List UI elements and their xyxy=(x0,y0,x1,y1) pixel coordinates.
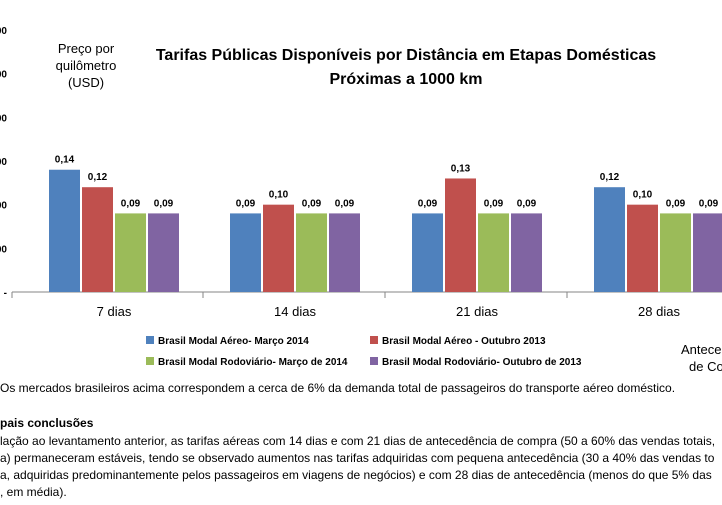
bar xyxy=(445,178,476,292)
bar xyxy=(660,213,691,292)
legend-label: Brasil Modal Rodoviário- Março de 2014 xyxy=(158,357,348,368)
conclusion-line-3: a, adquiridas predominantemente pelos pa… xyxy=(0,468,712,482)
bar xyxy=(627,204,658,292)
data-label: 0,13 xyxy=(451,163,471,174)
y-tick-label: 00 xyxy=(0,26,7,37)
data-label: 0,12 xyxy=(88,172,108,183)
bar xyxy=(263,204,294,292)
data-label: 0,09 xyxy=(484,198,504,209)
y-tick-label: 00 xyxy=(0,113,7,124)
x-tick-label: 21 dias xyxy=(456,304,498,319)
bar xyxy=(478,213,509,292)
conclusion-line-2: a) permaneceram estáveis, tendo se obser… xyxy=(0,451,715,465)
data-label: 0,14 xyxy=(55,155,75,166)
x-axis-label-fragment: de Co xyxy=(689,359,722,374)
bar xyxy=(296,213,327,292)
bar xyxy=(49,169,80,292)
y-axis: 00 00 00 00 00 00 - xyxy=(0,26,7,299)
bar xyxy=(115,213,146,292)
data-label: 0,09 xyxy=(236,198,256,209)
data-label: 0,09 xyxy=(154,198,174,209)
y-axis-label: Preço por quilômetro (USD) xyxy=(56,41,117,90)
x-axis-label-fragment: Antece xyxy=(681,342,721,357)
legend-label: Brasil Modal Rodoviário- Outubro de 2013 xyxy=(382,357,582,368)
bar xyxy=(693,213,722,292)
y-tick-label: 00 xyxy=(0,157,7,168)
chart-title: Tarifas Públicas Disponíveis por Distânc… xyxy=(156,47,656,88)
data-label: 0,10 xyxy=(269,190,289,201)
bar-chart: 00 00 00 00 00 00 - Tarifas Públicas Disponíve… xyxy=(0,26,722,374)
data-label: 0,09 xyxy=(335,198,355,209)
legend-label: Brasil Modal Aéreo - Outubro 2013 xyxy=(382,336,546,347)
legend-swatch xyxy=(146,336,154,344)
y-axis-label-line: quilômetro xyxy=(56,58,117,73)
bar xyxy=(148,213,179,292)
conclusion-line-4: , em média). xyxy=(0,485,67,499)
bar xyxy=(230,213,261,292)
data-label: 0,09 xyxy=(666,198,686,209)
data-label: 0,09 xyxy=(517,198,537,209)
y-axis-label-line: (USD) xyxy=(68,75,104,90)
data-label: 0,09 xyxy=(302,198,322,209)
x-tick-label: 28 dias xyxy=(638,304,680,319)
data-labels: 0,14 0,12 0,09 0,09 0,09 0,10 0,09 0,09 0,09 0,13… xyxy=(55,155,719,210)
conclusions-heading: pais conclusões xyxy=(0,416,94,430)
bar xyxy=(329,213,360,292)
data-label: 0,09 xyxy=(418,198,438,209)
bar xyxy=(82,187,113,292)
bars xyxy=(49,169,722,292)
chart-title-line: Tarifas Públicas Disponíveis por Distânc… xyxy=(156,47,656,64)
legend-label: Brasil Modal Aéreo- Março 2014 xyxy=(158,336,309,347)
x-tick-label: 14 dias xyxy=(274,304,316,319)
data-label: 0,09 xyxy=(121,198,141,209)
y-axis-label-line: Preço por xyxy=(58,41,115,56)
y-tick-label: 00 xyxy=(0,244,7,255)
bar xyxy=(511,213,542,292)
data-label: 0,09 xyxy=(699,198,719,209)
x-axis-tick-labels: 7 dias 14 dias 21 dias 28 dias xyxy=(97,304,681,319)
bar xyxy=(412,213,443,292)
footnote: Os mercados brasileiros acima correspond… xyxy=(0,381,676,395)
x-axis-label: Antece de Co xyxy=(681,342,722,374)
legend-swatch xyxy=(370,336,378,344)
y-tick-label: - xyxy=(4,288,7,299)
y-tick-label: 00 xyxy=(0,70,7,81)
y-tick-label: 00 xyxy=(0,201,7,212)
legend-swatch xyxy=(146,357,154,365)
conclusion-line-1: lação ao levantamento anterior, as tarif… xyxy=(0,434,716,448)
data-label: 0,12 xyxy=(600,172,620,183)
data-label: 0,10 xyxy=(633,190,653,201)
legend-swatch xyxy=(370,357,378,365)
legend: Brasil Modal Aéreo- Março 2014 Brasil Mod… xyxy=(146,336,582,368)
bar xyxy=(594,187,625,292)
chart-title-line: Próximas a 1000 km xyxy=(330,71,483,88)
x-tick-label: 7 dias xyxy=(97,304,132,319)
category-separators xyxy=(11,292,568,298)
